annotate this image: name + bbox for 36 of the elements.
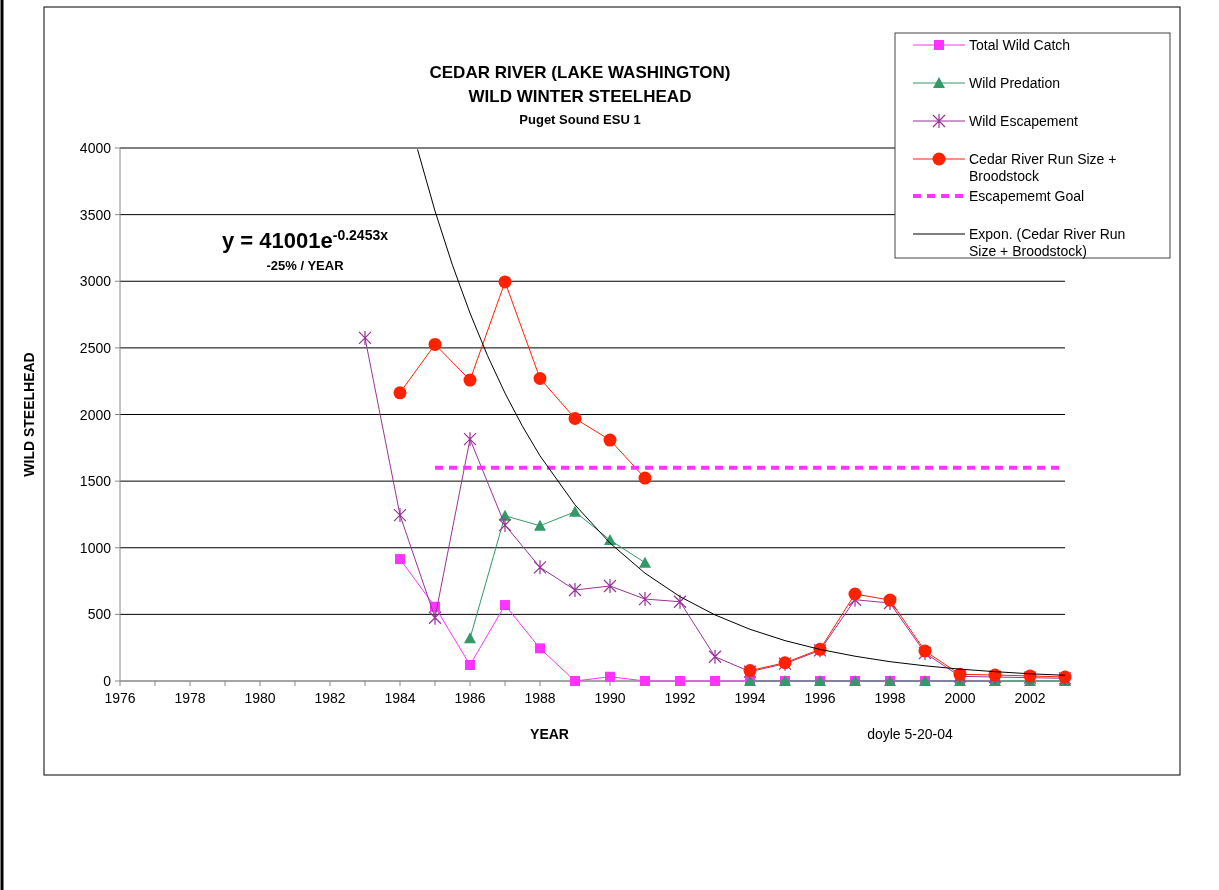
annotation: -25% / YEAR [266,258,345,273]
x-tick-label: 1976 [104,690,136,706]
y-tick-label: 1000 [79,539,112,556]
x-axis-title: YEAR [530,726,569,742]
y-tick-label: 0 [103,673,112,689]
x-tick-label: 1988 [524,690,556,706]
x-tick-label: 1986 [454,690,486,706]
legend-label: Wild Escapement [969,113,1079,129]
x-tick-label: 1980 [244,690,276,706]
y-axis-title: WILD STEELHEAD [21,352,37,477]
legend-label: Total Wild Catch [969,37,1071,53]
x-tick-label: 2000 [944,690,976,706]
annotation: y = 41001e$^{-0.2453x}$ [221,227,389,253]
text: doyle 5-20-04 [867,726,954,742]
legend-label: Wild Predation [969,75,1061,91]
y-tick-label: 4000 [79,140,112,156]
x-tick-label: 2002 [1014,690,1046,706]
chart-title: CEDAR RIVER (LAKE WASHINGTON) WILD WINTER STEELHEAD [429,63,731,106]
y-tick-label: 2000 [79,406,112,423]
x-tick-label: 1996 [804,690,836,706]
legend-label: Escapememt Goal [969,188,1085,204]
y-tick-label: 500 [87,606,112,623]
x-tick-label: 1992 [664,690,696,706]
legend-label: Expon. (Cedar River Run Size + Broodstock) [969,226,1126,259]
x-tick-label: 1994 [734,690,766,706]
y-tick-label: 3500 [79,206,112,223]
y-tick-label: 2500 [79,339,112,356]
chart-subtitle: Puget Sound ESU 1 [519,112,641,127]
y-tick-label: 3000 [79,273,112,290]
x-tick-label: 1978 [174,690,206,706]
x-tick-label: 1998 [874,690,906,706]
x-tick-label: 1990 [594,690,626,706]
legend-label: Cedar River Run Size + Broodstock [969,151,1117,184]
y-tick-label: 1500 [79,473,112,490]
x-tick-label: 1982 [314,690,346,706]
x-tick-label: 1984 [384,690,416,706]
